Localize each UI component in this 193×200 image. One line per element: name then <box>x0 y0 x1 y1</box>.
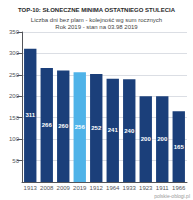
svg-text:1923: 1923 <box>139 185 153 191</box>
svg-text:50: 50 <box>12 158 19 164</box>
svg-text:200: 200 <box>157 136 168 142</box>
svg-text:1933: 1933 <box>123 185 137 191</box>
svg-text:200: 200 <box>9 93 20 99</box>
svg-text:252: 252 <box>91 125 102 131</box>
svg-text:200: 200 <box>141 136 152 142</box>
svg-text:2019: 2019 <box>73 185 87 191</box>
svg-text:1911: 1911 <box>156 185 170 191</box>
svg-text:TOP-10: SŁONECZNE MINIMA OSTAT: TOP-10: SŁONECZNE MINIMA OSTATNIEGO STUL… <box>18 7 176 13</box>
svg-text:350: 350 <box>9 29 20 35</box>
svg-text:100: 100 <box>9 136 20 142</box>
svg-text:polskie-oblogi.pl: polskie-oblogi.pl <box>154 193 190 199</box>
svg-text:Liczba dni bez plam - kolejnoś: Liczba dni bez plam - kolejność wg sum r… <box>31 17 162 23</box>
svg-text:Rok 2019 - stan na 03.98 2019: Rok 2019 - stan na 03.98 2019 <box>55 24 138 30</box>
svg-text:241: 241 <box>108 127 119 133</box>
svg-text:256: 256 <box>75 124 86 130</box>
svg-text:260: 260 <box>58 123 69 129</box>
svg-text:266: 266 <box>42 122 53 128</box>
svg-text:165: 165 <box>174 144 185 150</box>
svg-text:1964: 1964 <box>106 185 120 191</box>
svg-text:2009: 2009 <box>57 185 71 191</box>
svg-text:300: 300 <box>9 50 20 56</box>
svg-text:240: 240 <box>124 128 135 134</box>
svg-text:311: 311 <box>25 112 35 118</box>
svg-text:150: 150 <box>9 115 20 121</box>
svg-text:1912: 1912 <box>90 185 104 191</box>
svg-text:250: 250 <box>9 72 20 78</box>
svg-text:1913: 1913 <box>24 185 38 191</box>
svg-text:2008: 2008 <box>40 185 54 191</box>
svg-text:1966: 1966 <box>172 185 186 191</box>
